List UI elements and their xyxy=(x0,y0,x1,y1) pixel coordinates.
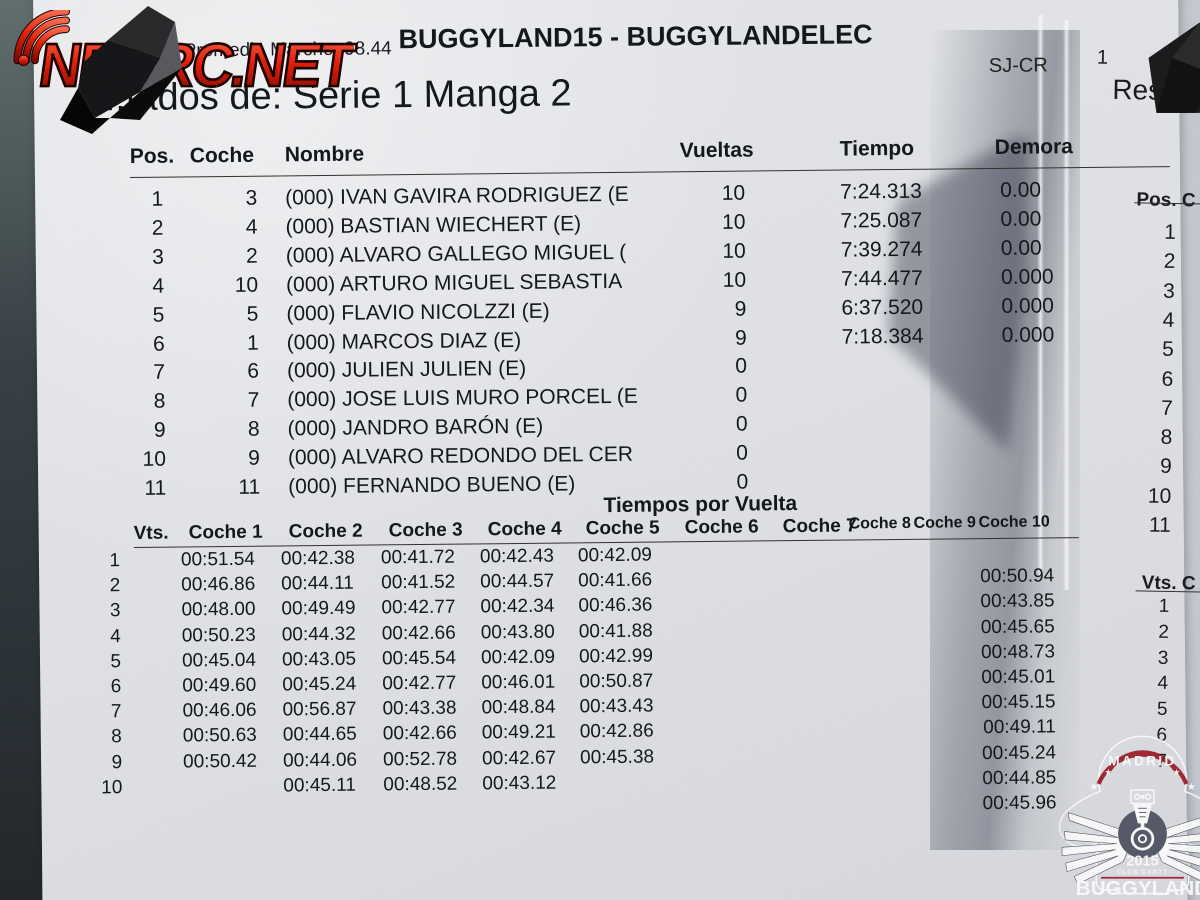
svg-text:★: ★ xyxy=(1187,782,1196,793)
